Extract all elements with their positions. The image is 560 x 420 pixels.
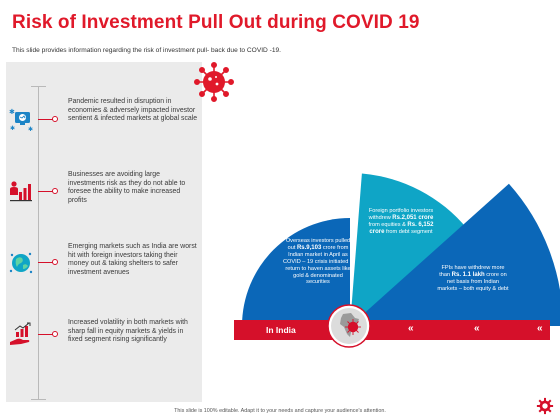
svg-text:✱: ✱ [10, 125, 15, 132]
timeline-node-1 [52, 116, 58, 122]
business-chart-icon [10, 181, 32, 202]
point-3-text: Emerging markets such as India are worst… [68, 243, 197, 276]
connector-4 [38, 334, 54, 335]
chevron-left-icon-2: « [474, 323, 480, 334]
india-label: In India [266, 325, 296, 335]
global-network-icon: ✱ ✱ ✱ [9, 108, 33, 132]
sector-fpi-total [350, 183, 560, 326]
point-1-text: Pandemic resulted in disruption in econo… [68, 98, 198, 122]
connector-1 [38, 119, 54, 120]
coronavirus-icon [194, 62, 234, 102]
hand-growth-icon [10, 322, 31, 345]
callout-fpi-total: FPIs have withdrew more than Rs. 1.1 lak… [437, 265, 509, 292]
connector-2 [38, 191, 54, 192]
india-bar [234, 320, 550, 340]
slide-subtitle: This slide provides information regardin… [12, 47, 282, 54]
sector-fpi-equity [350, 173, 467, 326]
svg-text:✱: ✱ [9, 108, 15, 116]
timeline-node-4 [52, 331, 58, 337]
slide-title: Risk of Investment Pull Out during COVID… [12, 12, 420, 33]
timeline-node-2 [52, 188, 58, 194]
india-globe-icon [327, 304, 371, 348]
sector-overseas [242, 218, 350, 326]
timeline-cap-bottom [31, 399, 46, 400]
timeline-line [38, 86, 39, 400]
callout-overseas: Overseas investors pulled out Rs.9,103 c… [283, 238, 353, 286]
footer-note: This slide is 100% editable. Adapt it to… [174, 408, 386, 414]
globe-icon [9, 252, 33, 274]
callout-fpi-equity: Foreign portfolio investors withdrew Rs.… [368, 208, 434, 235]
timeline-node-3 [52, 259, 58, 265]
point-4-text: Increased volatility in both markets wit… [68, 319, 188, 343]
point-2-text: Businesses are avoiding large investment… [68, 171, 186, 204]
svg-text:✱: ✱ [28, 126, 33, 132]
timeline-cap-top [31, 86, 46, 87]
chevron-left-icon-1: « [408, 323, 414, 334]
connector-3 [38, 262, 54, 263]
chevron-left-icon-3: « [537, 323, 543, 334]
gear-icon [536, 397, 554, 415]
